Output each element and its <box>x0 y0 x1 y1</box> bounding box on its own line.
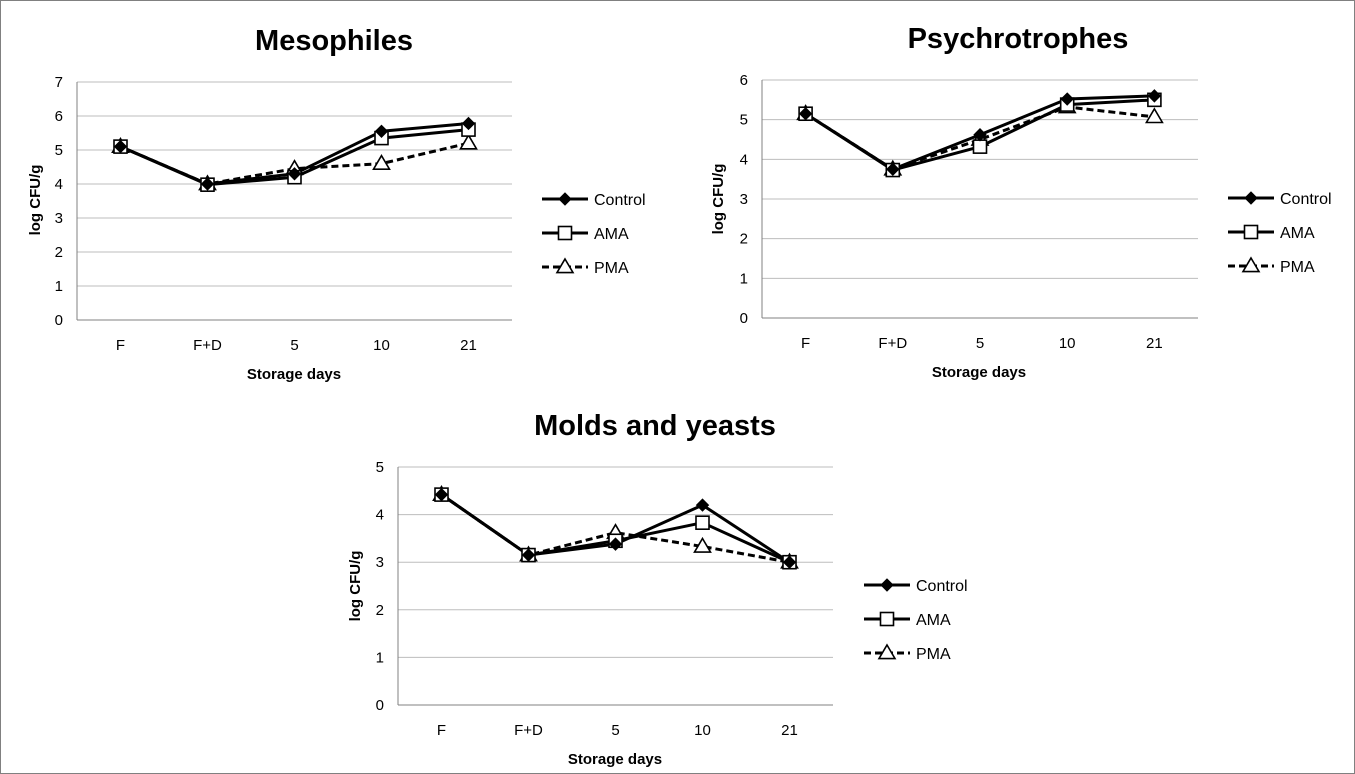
legend-marker-ama <box>1243 224 1259 240</box>
data-point-control <box>886 162 900 176</box>
chart-mesophiles: Mesophiles log CFU/g Storage days 0 1 2 3 4 5… <box>27 25 646 383</box>
data-point-pma <box>459 133 478 150</box>
x-axis-label: Storage days <box>568 751 662 768</box>
x-tick-label: F+D <box>878 335 907 352</box>
legend-label: PMA <box>594 260 629 277</box>
legend-marker-control <box>880 578 894 592</box>
x-tick-label: 10 <box>1059 335 1076 352</box>
legend-marker-ama <box>879 611 895 627</box>
y-tick-label: 3 <box>55 210 63 227</box>
legend-marker-pma <box>1241 256 1261 273</box>
x-tick-label: F <box>437 722 446 739</box>
series-line-pma <box>119 141 469 186</box>
chart-molds-and-yeasts: Molds and yeasts log CFU/g Storage days … <box>347 410 968 768</box>
y-tick-label: 5 <box>55 142 63 159</box>
y-tick-label: 0 <box>55 312 63 329</box>
y-axis-label: log CFU/g <box>347 551 364 622</box>
data-point-control <box>461 116 476 131</box>
legend-marker-pma <box>877 643 897 660</box>
legend-marker-ama <box>557 225 573 241</box>
data-point-control <box>798 107 813 121</box>
data-point-control <box>608 537 623 551</box>
legend-marker-control <box>1244 191 1258 205</box>
legend-marker-control <box>558 192 572 206</box>
chart-psychrotrophes: Psychrotrophes log CFU/g Storage days 0 1… <box>710 23 1332 381</box>
y-axis-label: log CFU/g <box>27 165 44 236</box>
x-axis-label: Storage days <box>247 366 341 383</box>
legend-marker-pma <box>555 257 575 274</box>
x-tick-label: 5 <box>611 722 619 739</box>
y-tick-label: 2 <box>740 231 748 248</box>
data-point-control <box>200 177 215 191</box>
y-tick-label: 4 <box>740 151 748 168</box>
data-point-ama <box>972 139 988 154</box>
x-tick-label: F+D <box>193 337 222 354</box>
y-tick-label: 3 <box>376 554 384 571</box>
x-tick-label: F+D <box>514 722 543 739</box>
y-tick-label: 4 <box>55 176 63 193</box>
x-tick-label: 10 <box>694 722 711 739</box>
legend-label: Control <box>594 192 646 209</box>
x-axis-label: Storage days <box>932 364 1026 381</box>
y-tick-label: 5 <box>740 112 748 129</box>
data-point-control <box>113 139 128 154</box>
y-tick-label: 5 <box>376 459 384 476</box>
legend-label: AMA <box>594 226 629 243</box>
data-point-control <box>1060 92 1074 106</box>
x-tick-label: 5 <box>290 337 298 354</box>
y-tick-label: 2 <box>376 602 384 619</box>
chart-title: Mesophiles <box>255 25 413 57</box>
data-point-control <box>287 167 302 181</box>
legend-label: PMA <box>1280 259 1315 276</box>
y-tick-label: 7 <box>55 74 63 91</box>
chart-title: Psychrotrophes <box>908 23 1129 55</box>
x-tick-label: 21 <box>460 337 477 354</box>
legend-label: AMA <box>1280 225 1315 242</box>
y-tick-label: 6 <box>740 72 748 89</box>
y-tick-label: 3 <box>740 191 748 208</box>
legend-label: Control <box>916 578 968 595</box>
x-tick-label: F <box>116 337 125 354</box>
x-tick-label: F <box>801 335 810 352</box>
data-point-control <box>973 128 987 142</box>
data-point-control <box>521 548 536 562</box>
x-tick-label: 10 <box>373 337 390 354</box>
y-tick-label: 6 <box>55 108 63 125</box>
y-tick-label: 1 <box>740 270 748 287</box>
legend-label: AMA <box>916 612 951 629</box>
y-tick-label: 2 <box>55 244 63 261</box>
x-tick-label: 21 <box>781 722 798 739</box>
data-point-pma <box>693 536 712 553</box>
y-tick-label: 4 <box>376 507 384 524</box>
y-tick-label: 1 <box>55 278 63 295</box>
legend-label: Control <box>1280 191 1332 208</box>
data-point-control <box>1147 89 1162 103</box>
y-tick-label: 0 <box>740 310 748 327</box>
chart-title: Molds and yeasts <box>534 410 776 442</box>
data-point-control <box>434 487 449 502</box>
y-tick-label: 0 <box>376 697 384 714</box>
y-tick-label: 1 <box>376 649 384 666</box>
data-point-pma <box>1145 107 1164 124</box>
legend-label: PMA <box>916 646 951 663</box>
y-axis-label: log CFU/g <box>710 164 727 235</box>
data-point-control <box>782 555 797 569</box>
data-point-ama <box>695 515 710 530</box>
data-point-pma <box>372 154 391 170</box>
x-tick-label: 21 <box>1146 335 1163 352</box>
x-tick-label: 5 <box>976 335 984 352</box>
data-point-control <box>374 124 389 139</box>
data-point-control <box>695 498 710 512</box>
